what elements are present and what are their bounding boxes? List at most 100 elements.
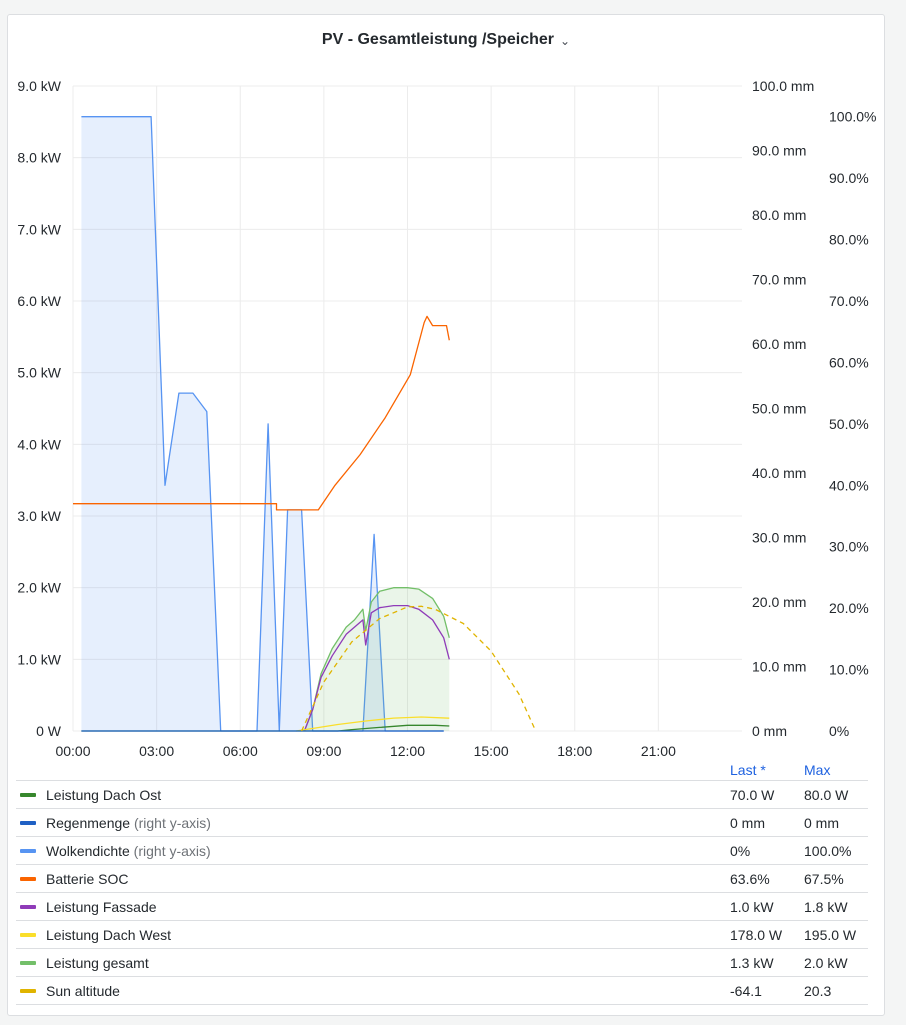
legend-header-last[interactable]: Last * xyxy=(730,762,766,778)
y-right-mm-tick-label: 20.0 mm xyxy=(752,594,806,610)
x-tick-label: 12:00 xyxy=(390,743,425,759)
y-right-pct-tick-label: 50.0% xyxy=(829,416,869,432)
series-area-wolkendichte xyxy=(81,116,444,731)
legend-series-name[interactable]: Wolkendichte (right y-axis) xyxy=(46,843,211,859)
legend-series-label: Leistung gesamt xyxy=(46,955,149,971)
y-right-pct-tick-label: 60.0% xyxy=(829,354,869,370)
legend-max-value: 2.0 kW xyxy=(804,955,848,971)
legend-row[interactable]: Leistung Dach West 178.0 W 195.0 W xyxy=(16,920,868,948)
y-right-mm-tick-label: 50.0 mm xyxy=(752,401,806,417)
y-left-tick-label: 4.0 kW xyxy=(17,436,61,452)
y-right-pct-tick-label: 0% xyxy=(829,723,849,739)
y-right-mm-tick-label: 30.0 mm xyxy=(752,530,806,546)
legend-series-label: Sun altitude xyxy=(46,983,120,999)
legend-max-value: 67.5% xyxy=(804,871,844,887)
legend-max-value: 195.0 W xyxy=(804,927,857,943)
y-left-tick-label: 9.0 kW xyxy=(17,78,61,94)
y-left-tick-label: 7.0 kW xyxy=(17,221,61,237)
legend-row[interactable]: Regenmenge (right y-axis) 0 mm 0 mm xyxy=(16,808,868,836)
legend-last-value: 70.0 W xyxy=(730,787,775,803)
chevron-down-icon[interactable]: ⌄ xyxy=(560,34,571,48)
series-color-swatch xyxy=(20,849,36,853)
legend-series-name[interactable]: Leistung gesamt xyxy=(46,955,149,971)
legend-series-name[interactable]: Leistung Fassade xyxy=(46,899,157,915)
legend-series-name[interactable]: Regenmenge (right y-axis) xyxy=(46,815,211,831)
legend-last-value: 178.0 W xyxy=(730,927,783,943)
panel-title: PV - Gesamtleistung /Speicher xyxy=(321,31,554,48)
legend-row[interactable]: Leistung gesamt 1.3 kW 2.0 kW xyxy=(16,948,868,976)
series-color-swatch xyxy=(20,793,36,797)
legend-row[interactable]: Batterie SOC 63.6% 67.5% xyxy=(16,864,868,892)
y-right-pct-tick-label: 40.0% xyxy=(829,477,869,493)
y-left-tick-label: 1.0 kW xyxy=(17,651,61,667)
y-left-tick-label: 5.0 kW xyxy=(17,365,61,381)
legend-table: Last * Max Leistung Dach Ost 70.0 W 80.0 W… xyxy=(16,758,868,1005)
legend-series-name[interactable]: Leistung Dach West xyxy=(46,927,171,943)
legend-series-label: Batterie SOC xyxy=(46,871,129,887)
legend-last-value: 63.6% xyxy=(730,871,770,887)
legend-series-name[interactable]: Leistung Dach Ost xyxy=(46,787,161,803)
legend-header-max[interactable]: Max xyxy=(804,762,831,778)
y-left-tick-label: 3.0 kW xyxy=(17,508,61,524)
legend-series-label: Leistung Dach West xyxy=(46,927,172,943)
legend-series-label: Leistung Fassade xyxy=(46,899,157,915)
legend-row[interactable]: Sun altitude -64.1 20.3 xyxy=(16,976,868,1005)
series-line-sun-altitude xyxy=(301,605,537,732)
legend-series-axis-note: (right y-axis) xyxy=(129,843,211,859)
legend-last-value: 0 mm xyxy=(730,815,765,831)
legend-max-value: 20.3 xyxy=(804,983,832,999)
legend-series-name[interactable]: Sun altitude xyxy=(46,983,120,999)
chart-svg: 0 W 1.0 kW 2.0 kW 3.0 kW 4.0 kW 5.0 kW 6.0 kW 7… xyxy=(17,78,876,759)
legend-series-label: Leistung Dach Ost xyxy=(46,787,162,803)
x-tick-label: 21:00 xyxy=(641,743,676,759)
legend-header: Last * Max xyxy=(16,758,868,780)
legend-last-value: 1.0 kW xyxy=(730,899,774,915)
legend-last-value: 0% xyxy=(730,843,751,859)
x-tick-label: 00:00 xyxy=(55,743,90,759)
legend-max-value: 0 mm xyxy=(804,815,839,831)
series-color-swatch xyxy=(20,905,36,909)
legend-series-label: Regenmenge xyxy=(46,815,131,831)
y-right-pct-tick-label: 80.0% xyxy=(829,232,869,248)
legend-series-label: Wolkendichte xyxy=(46,843,130,859)
series-color-swatch xyxy=(20,877,36,881)
y-right-pct-tick-label: 70.0% xyxy=(829,293,869,309)
legend-series-name[interactable]: Batterie SOC xyxy=(46,871,128,887)
y-right-pct-tick-label: 100.0% xyxy=(829,109,876,125)
y-right-mm-tick-label: 90.0 mm xyxy=(752,143,806,159)
series-area-leistung-gesamt xyxy=(304,587,450,731)
series-line-leistung-gesamt xyxy=(303,587,450,732)
legend-row[interactable]: Wolkendichte (right y-axis) 0% 100.0% xyxy=(16,836,868,864)
x-tick-label: 15:00 xyxy=(474,743,509,759)
series-line-wolkendichte xyxy=(81,116,444,732)
series-color-swatch xyxy=(20,989,36,993)
y-left-tick-label: 2.0 kW xyxy=(17,580,61,596)
y-left-tick-label: 8.0 kW xyxy=(17,150,61,166)
series-line-batterie-soc xyxy=(73,315,450,511)
series-color-swatch xyxy=(20,961,36,965)
y-right-pct-tick-label: 30.0% xyxy=(829,539,869,555)
panel-header[interactable]: PV - Gesamtleistung /Speicher ⌄ xyxy=(8,27,884,53)
y-right-pct-tick-label: 10.0% xyxy=(829,662,869,678)
x-tick-label: 06:00 xyxy=(223,743,258,759)
y-right-mm-tick-label: 100.0 mm xyxy=(752,78,814,94)
legend-max-value: 100.0% xyxy=(804,843,852,859)
y-right-mm-tick-label: 70.0 mm xyxy=(752,272,806,288)
x-tick-label: 18:00 xyxy=(557,743,592,759)
y-right-pct-tick-label: 20.0% xyxy=(829,600,869,616)
x-tick-label: 03:00 xyxy=(139,743,174,759)
legend-row[interactable]: Leistung Dach Ost 70.0 W 80.0 W xyxy=(16,780,868,808)
y-left-tick-label: 6.0 kW xyxy=(17,293,61,309)
legend-row[interactable]: Leistung Fassade 1.0 kW 1.8 kW xyxy=(16,892,868,920)
x-tick-label: 09:00 xyxy=(306,743,341,759)
y-right-pct-tick-label: 90.0% xyxy=(829,170,869,186)
y-right-mm-tick-label: 40.0 mm xyxy=(752,465,806,481)
y-left-tick-label: 0 W xyxy=(36,723,62,739)
legend-max-value: 80.0 W xyxy=(804,787,849,803)
legend-series-axis-note: (right y-axis) xyxy=(130,815,211,831)
series-color-swatch xyxy=(20,933,36,937)
legend-last-value: -64.1 xyxy=(730,983,762,999)
y-right-mm-tick-label: 0 mm xyxy=(752,723,787,739)
legend-last-value: 1.3 kW xyxy=(730,955,774,971)
legend-max-value: 1.8 kW xyxy=(804,899,848,915)
